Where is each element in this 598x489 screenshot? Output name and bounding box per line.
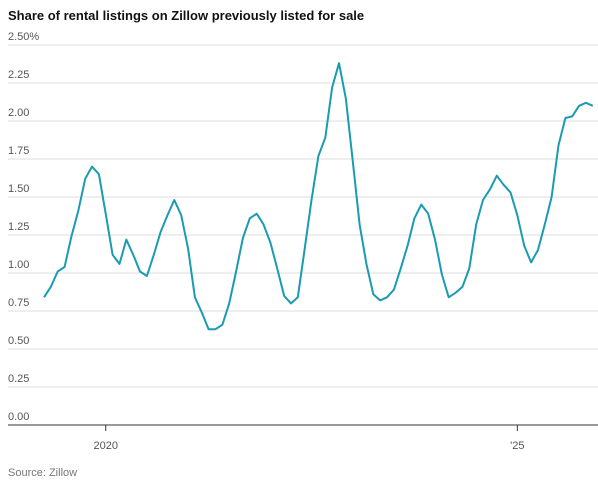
y-tick-label: 1.00 [8, 259, 29, 271]
x-tick-label: '25 [510, 440, 524, 452]
y-tick-label: 2.50% [8, 31, 39, 43]
chart-title: Share of rental listings on Zillow previ… [8, 8, 364, 23]
y-tick-label: 1.75 [8, 145, 29, 157]
y-tick-label: 2.00 [8, 107, 29, 119]
y-tick-label: 0.25 [8, 373, 29, 385]
y-tick-label: 0.50 [8, 335, 29, 347]
y-tick-label: 1.25 [8, 221, 29, 233]
data-line [43, 62, 594, 331]
y-tick-label: 0.00 [8, 411, 29, 423]
y-tick-label: 0.75 [8, 297, 29, 309]
source: Source: Zillow [8, 467, 77, 479]
x-tick-label: 2020 [93, 440, 117, 452]
y-tick-label: 1.50 [8, 183, 29, 195]
y-tick-label: 2.25 [8, 69, 29, 81]
